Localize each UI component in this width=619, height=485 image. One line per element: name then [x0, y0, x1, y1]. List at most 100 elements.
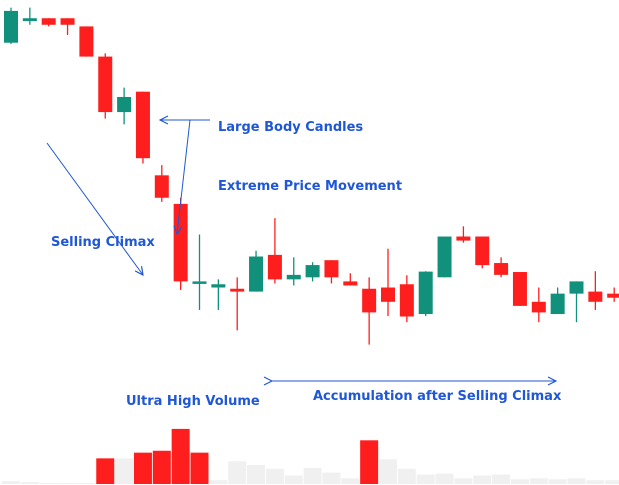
candle: [343, 273, 358, 286]
volume-bar: [190, 452, 209, 484]
candle-body-bearish: [456, 236, 471, 241]
volume-bar: [454, 478, 473, 484]
candle-body-bullish: [117, 96, 132, 113]
candle-body-bearish: [324, 260, 339, 278]
annotation-arrows: [46, 119, 556, 381]
candle: [305, 262, 320, 282]
candle-body-bearish: [381, 287, 395, 302]
candle-body-bearish: [154, 175, 169, 198]
candle-body-bearish: [494, 263, 509, 275]
candle-body-bearish: [230, 288, 245, 292]
candle: [60, 18, 75, 35]
candle: [569, 281, 584, 323]
volume-bar: [360, 440, 379, 484]
volume-bar: [397, 468, 416, 484]
candle: [399, 275, 414, 323]
volume-bar: [548, 479, 567, 484]
price-candles: [4, 7, 619, 345]
candle: [22, 7, 37, 25]
candle: [362, 277, 377, 345]
candle: [4, 7, 18, 44]
candle-body-bullish: [286, 274, 301, 280]
candle-body-bearish: [98, 56, 113, 113]
candle-body-bearish: [531, 301, 546, 313]
candle: [230, 277, 245, 331]
candle-body-bullish: [249, 256, 264, 292]
volume-bar: [20, 482, 39, 484]
candle: [437, 236, 452, 278]
candle: [381, 248, 395, 317]
candle: [286, 257, 301, 286]
candle: [117, 87, 132, 125]
candle: [475, 236, 490, 269]
candle-body-bearish: [79, 26, 94, 57]
candle: [588, 271, 603, 310]
volume-bar: [586, 480, 605, 484]
candle: [456, 226, 471, 243]
volume-bar: [58, 483, 77, 484]
candle-body-bullish: [305, 265, 320, 278]
candle-body-bullish: [418, 271, 433, 315]
candle: [607, 287, 619, 302]
candle: [154, 165, 169, 202]
large-body-arrow-to-climax-candle: [177, 119, 191, 234]
candle-body-bearish: [173, 203, 188, 282]
candle: [550, 287, 565, 315]
annotation-large-body-candles: Large Body Candles: [218, 120, 363, 135]
annotation-extreme-price-movement: Extreme Price Movement: [218, 179, 402, 194]
candle: [211, 279, 226, 310]
candle: [494, 257, 509, 278]
volume-bar: [435, 473, 454, 484]
annotation-selling-climax: Selling Climax: [51, 235, 155, 250]
candle: [135, 91, 150, 164]
candle: [512, 272, 527, 306]
volume-bar: [209, 480, 228, 484]
volume-bar: [265, 468, 284, 484]
volume-bar: [605, 480, 619, 484]
selling-climax-arrow: [46, 142, 143, 275]
volume-bar: [303, 467, 322, 484]
candle-body-bearish: [41, 18, 56, 25]
candle-body-bullish: [550, 293, 565, 315]
volume-bar: [171, 428, 190, 484]
volume-bar: [77, 483, 96, 484]
volume-bar: [567, 478, 586, 484]
volume-bar: [284, 475, 303, 484]
candle-body-bearish: [60, 18, 75, 25]
candle: [173, 197, 188, 290]
candle: [249, 250, 264, 292]
candle: [41, 18, 56, 27]
candle-body-bearish: [362, 288, 377, 313]
volume-bars: [2, 428, 619, 484]
annotation-accumulation: Accumulation after Selling Climax: [313, 389, 562, 404]
volume-bar: [510, 479, 529, 484]
candle: [531, 287, 546, 323]
volume-bar: [529, 478, 548, 484]
candle-body-bearish: [607, 293, 619, 298]
volume-bar: [322, 472, 341, 484]
candle-body-bullish: [437, 236, 452, 278]
candle: [98, 53, 113, 119]
candle-body-bullish: [211, 284, 226, 288]
volume-bar: [473, 475, 492, 484]
volume-bar: [379, 459, 397, 484]
annotation-ultra-high-volume: Ultra High Volume: [126, 394, 260, 409]
candle-body-bullish: [22, 18, 37, 22]
candle-body-bullish: [4, 10, 18, 43]
candle-body-bearish: [399, 284, 414, 317]
candle-body-bearish: [343, 281, 358, 286]
candle: [267, 218, 282, 284]
candle-body-bearish: [475, 236, 490, 266]
volume-bar: [341, 478, 360, 484]
candle: [192, 234, 207, 310]
candle: [418, 271, 433, 317]
volume-bar: [115, 458, 134, 484]
volume-bar: [133, 452, 152, 484]
candle-body-bullish: [569, 281, 584, 294]
volume-bar: [247, 465, 266, 484]
volume-bar: [228, 461, 247, 484]
volume-bar: [39, 483, 58, 484]
candle-body-bearish: [135, 91, 150, 159]
volume-bar: [492, 474, 511, 484]
